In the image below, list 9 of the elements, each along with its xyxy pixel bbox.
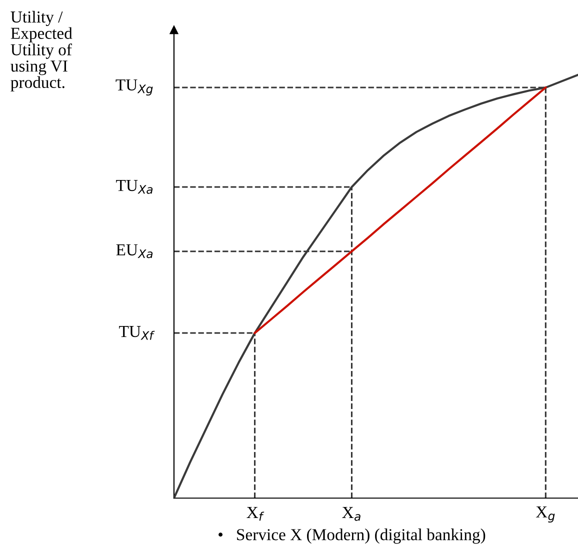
x-tick-label: X$_{f}$ bbox=[246, 507, 264, 521]
ref-line-label: TU$_{Xf}$ bbox=[119, 326, 155, 340]
text: Utility / Expected Utility of using VI product. bbox=[10, 10, 72, 92]
x-tick-label: X$_{g}$ bbox=[536, 506, 555, 523]
ref-line-label: EU$_{Xa}$ bbox=[116, 244, 153, 258]
x-axis-title: • Service X (Modern) (digital banking) bbox=[218, 528, 486, 544]
ref-line-label: TU$_{Xa}$ bbox=[116, 180, 153, 194]
ref-line-label: TU$_{Xg}$ bbox=[116, 79, 153, 96]
x-tick-label: X$_{a}$ bbox=[342, 507, 360, 521]
